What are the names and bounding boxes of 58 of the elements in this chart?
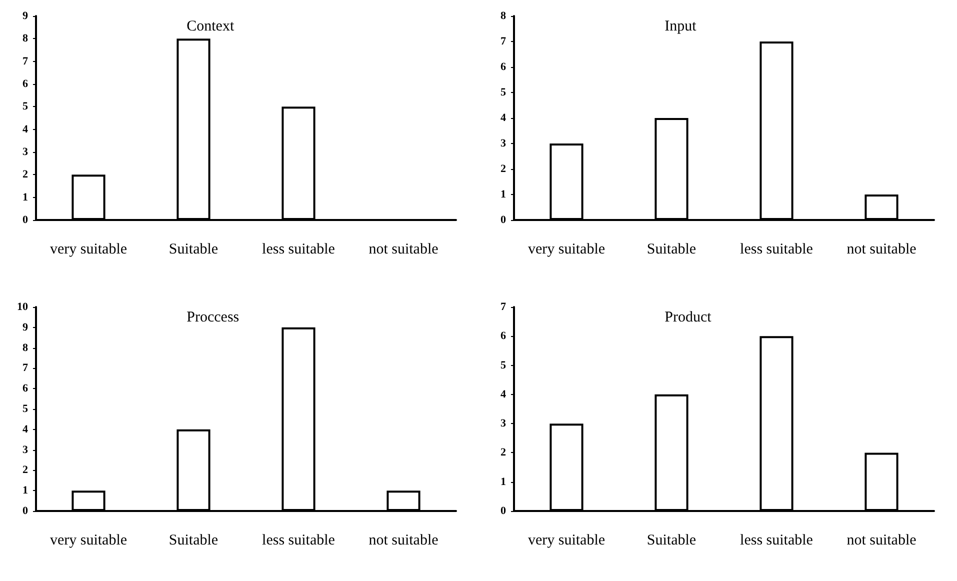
chart-title: Context	[186, 18, 235, 34]
y-tick-label: 7	[22, 362, 28, 374]
x-tick-label: not suitable	[368, 242, 439, 258]
y-tick-label: 0	[22, 214, 28, 226]
y-tick-label: 2	[500, 163, 506, 175]
y-tick-label: 7	[22, 55, 28, 68]
y-tick-label: 4	[22, 423, 28, 436]
y-tick-label: 3	[500, 418, 506, 430]
y-tick-label: 5	[500, 86, 506, 98]
x-tick-label: very suitable	[50, 532, 128, 548]
x-tick-label: Suitable	[168, 242, 218, 258]
chart-title: Product	[664, 310, 712, 326]
y-tick-label: 1	[500, 188, 506, 200]
x-tick-label: less suitable	[740, 242, 814, 258]
y-tick-label: 5	[500, 359, 506, 372]
x-tick-label: not suitable	[368, 532, 439, 548]
y-tick-label: 4	[22, 123, 28, 136]
y-tick-label: 6	[22, 382, 28, 395]
y-tick-label: 2	[22, 168, 28, 181]
y-tick-label: 8	[500, 10, 506, 22]
x-tick-label: less suitable	[262, 532, 336, 548]
y-tick-label: 1	[22, 191, 28, 204]
y-tick-label: 9	[22, 10, 28, 22]
y-tick-label: 2	[22, 464, 28, 476]
y-tick-label: 5	[22, 100, 28, 113]
y-tick-label: 0	[22, 505, 28, 517]
y-tick-label: 2	[500, 446, 506, 459]
y-tick-label: 7	[500, 301, 506, 313]
y-tick-label: 8	[22, 342, 28, 354]
y-tick-label: 0	[500, 214, 506, 226]
y-tick-label: 3	[22, 444, 28, 456]
y-tick-label: 6	[500, 330, 506, 342]
x-tick-label: very suitable	[50, 242, 128, 258]
x-tick-label: Suitable	[646, 242, 696, 258]
x-tick-label: less suitable	[262, 242, 336, 258]
x-tick-label: very suitable	[528, 242, 606, 258]
x-tick-label: very suitable	[528, 532, 606, 548]
x-tick-label: not suitable	[846, 532, 917, 548]
chart-title: Proccess	[186, 310, 240, 326]
y-tick-label: 6	[500, 61, 506, 73]
y-tick-label: 0	[500, 505, 506, 517]
x-tick-label: Suitable	[646, 532, 696, 548]
x-tick-label: less suitable	[740, 532, 814, 548]
y-tick-label: 9	[22, 321, 28, 334]
y-tick-label: 6	[22, 78, 28, 90]
y-tick-label: 4	[500, 388, 506, 400]
y-tick-label: 3	[22, 146, 28, 158]
x-tick-label: Suitable	[168, 532, 218, 548]
y-tick-label: 8	[22, 32, 28, 45]
y-tick-label: 4	[500, 112, 506, 124]
y-tick-label: 3	[500, 138, 506, 150]
x-tick-label: not suitable	[846, 242, 917, 258]
y-tick-label: 1	[500, 476, 506, 488]
chart-title: Input	[664, 18, 698, 34]
y-tick-label: 10	[17, 301, 28, 313]
y-tick-label: 1	[22, 484, 28, 497]
y-tick-label: 5	[22, 403, 28, 415]
y-tick-label: 7	[500, 36, 506, 48]
